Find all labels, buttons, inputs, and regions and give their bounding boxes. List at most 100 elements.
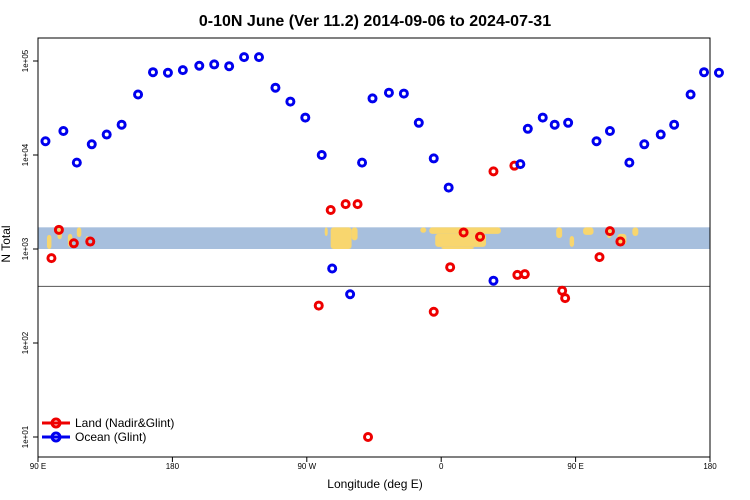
land-point (512, 269, 523, 280)
chart-title: 0-10N June (Ver 11.2) 2014-09-06 to 2024… (199, 13, 551, 30)
ocean-point (537, 112, 548, 123)
land-patch (420, 227, 427, 233)
ocean-point (398, 88, 409, 99)
x-tick-label: 90 E (30, 462, 46, 471)
land-patch (351, 227, 358, 241)
ocean-point (300, 112, 311, 123)
ocean-point (147, 67, 158, 78)
land-point (557, 285, 568, 296)
legend-ocean-label: Ocean (Glint) (75, 430, 146, 444)
ocean-point (669, 119, 680, 130)
land-patch (324, 227, 328, 237)
ocean-point (133, 89, 144, 100)
ocean-point (443, 182, 454, 193)
y-tick-label: 1e+03 (21, 237, 30, 260)
ocean-point (177, 65, 188, 76)
land-patch (441, 246, 475, 249)
ocean-point (224, 61, 235, 72)
y-tick-label: 1e+01 (21, 425, 30, 448)
ocean-point (316, 150, 327, 160)
ocean-point (699, 67, 710, 78)
land-point (46, 253, 57, 264)
map-band-ocean (38, 227, 710, 249)
y-tick-label: 1e+05 (21, 49, 30, 72)
land-patch (330, 227, 352, 249)
land-patch (556, 227, 563, 239)
land-point (313, 300, 324, 311)
ocean-point (515, 159, 526, 170)
ocean-point (270, 82, 281, 93)
x-tick-label: 180 (703, 462, 717, 471)
ocean-point (239, 52, 250, 63)
x-axis: 90 E 180 90 W 0 90 E 180 (30, 457, 717, 471)
ocean-point (383, 87, 394, 98)
x-tick-label: 90 W (297, 462, 316, 471)
ocean-point (327, 263, 338, 274)
ocean-point (86, 139, 97, 150)
y-axis: 1e+01 1e+02 1e+03 1e+04 1e+05 (21, 49, 38, 448)
x-tick-label: 90 E (567, 462, 583, 471)
ocean-point (604, 126, 615, 137)
ocean-point (591, 136, 602, 147)
y-axis-label: N Total (0, 225, 13, 262)
land-point (445, 262, 456, 273)
ocean-point (162, 67, 173, 78)
ocean-point (713, 67, 724, 78)
ocean-point (58, 126, 69, 137)
land-point (325, 204, 336, 215)
land-point (560, 293, 571, 304)
land-point (519, 269, 530, 280)
ocean-point (101, 129, 112, 140)
land-point (428, 306, 439, 317)
ocean-point (209, 59, 220, 70)
ocean-point (285, 96, 296, 107)
legend-item-land: Land (Nadir&Glint) (42, 416, 174, 430)
land-point (53, 224, 64, 235)
legend-ocean-marker (50, 431, 62, 443)
land-patch (76, 227, 82, 238)
land-patch (583, 227, 594, 235)
ocean-point (522, 123, 533, 134)
legend-land-marker (50, 417, 62, 429)
ocean-point (655, 129, 666, 140)
land-patch (632, 227, 639, 237)
ocean-point (428, 153, 439, 164)
ocean-point (413, 117, 424, 128)
land-point (604, 226, 615, 237)
land-point (85, 236, 96, 247)
series-land (46, 160, 626, 442)
ocean-point (639, 139, 650, 150)
land-point (68, 238, 79, 249)
ocean-point (624, 157, 635, 168)
land-patch (46, 234, 52, 249)
ocean-point (345, 289, 356, 300)
x-axis-label: Longitude (deg E) (327, 477, 422, 491)
ocean-point (563, 117, 574, 128)
land-point (458, 227, 469, 238)
ocean-point (367, 93, 378, 104)
x-tick-label: 180 (166, 462, 180, 471)
legend-land-label: Land (Nadir&Glint) (75, 416, 174, 430)
land-point (352, 199, 363, 210)
ocean-point (71, 157, 82, 168)
legend: Land (Nadir&Glint) Ocean (Glint) (42, 416, 174, 444)
ocean-point (40, 136, 51, 147)
map-band (38, 227, 710, 249)
ocean-point (254, 52, 265, 63)
legend-item-ocean: Ocean (Glint) (42, 430, 146, 444)
land-point (363, 432, 374, 442)
land-patch (569, 236, 575, 247)
land-point (488, 166, 499, 177)
land-point (475, 231, 486, 242)
ocean-point (194, 60, 205, 71)
land-point (340, 199, 351, 210)
y-tick-label: 1e+04 (21, 143, 30, 166)
y-tick-label: 1e+02 (21, 331, 30, 354)
plot-frame (37, 37, 711, 458)
land-point (594, 252, 605, 263)
land-patch (435, 233, 486, 247)
x-tick-label: 0 (439, 462, 444, 471)
land-point (615, 236, 626, 247)
ocean-point (549, 119, 560, 130)
